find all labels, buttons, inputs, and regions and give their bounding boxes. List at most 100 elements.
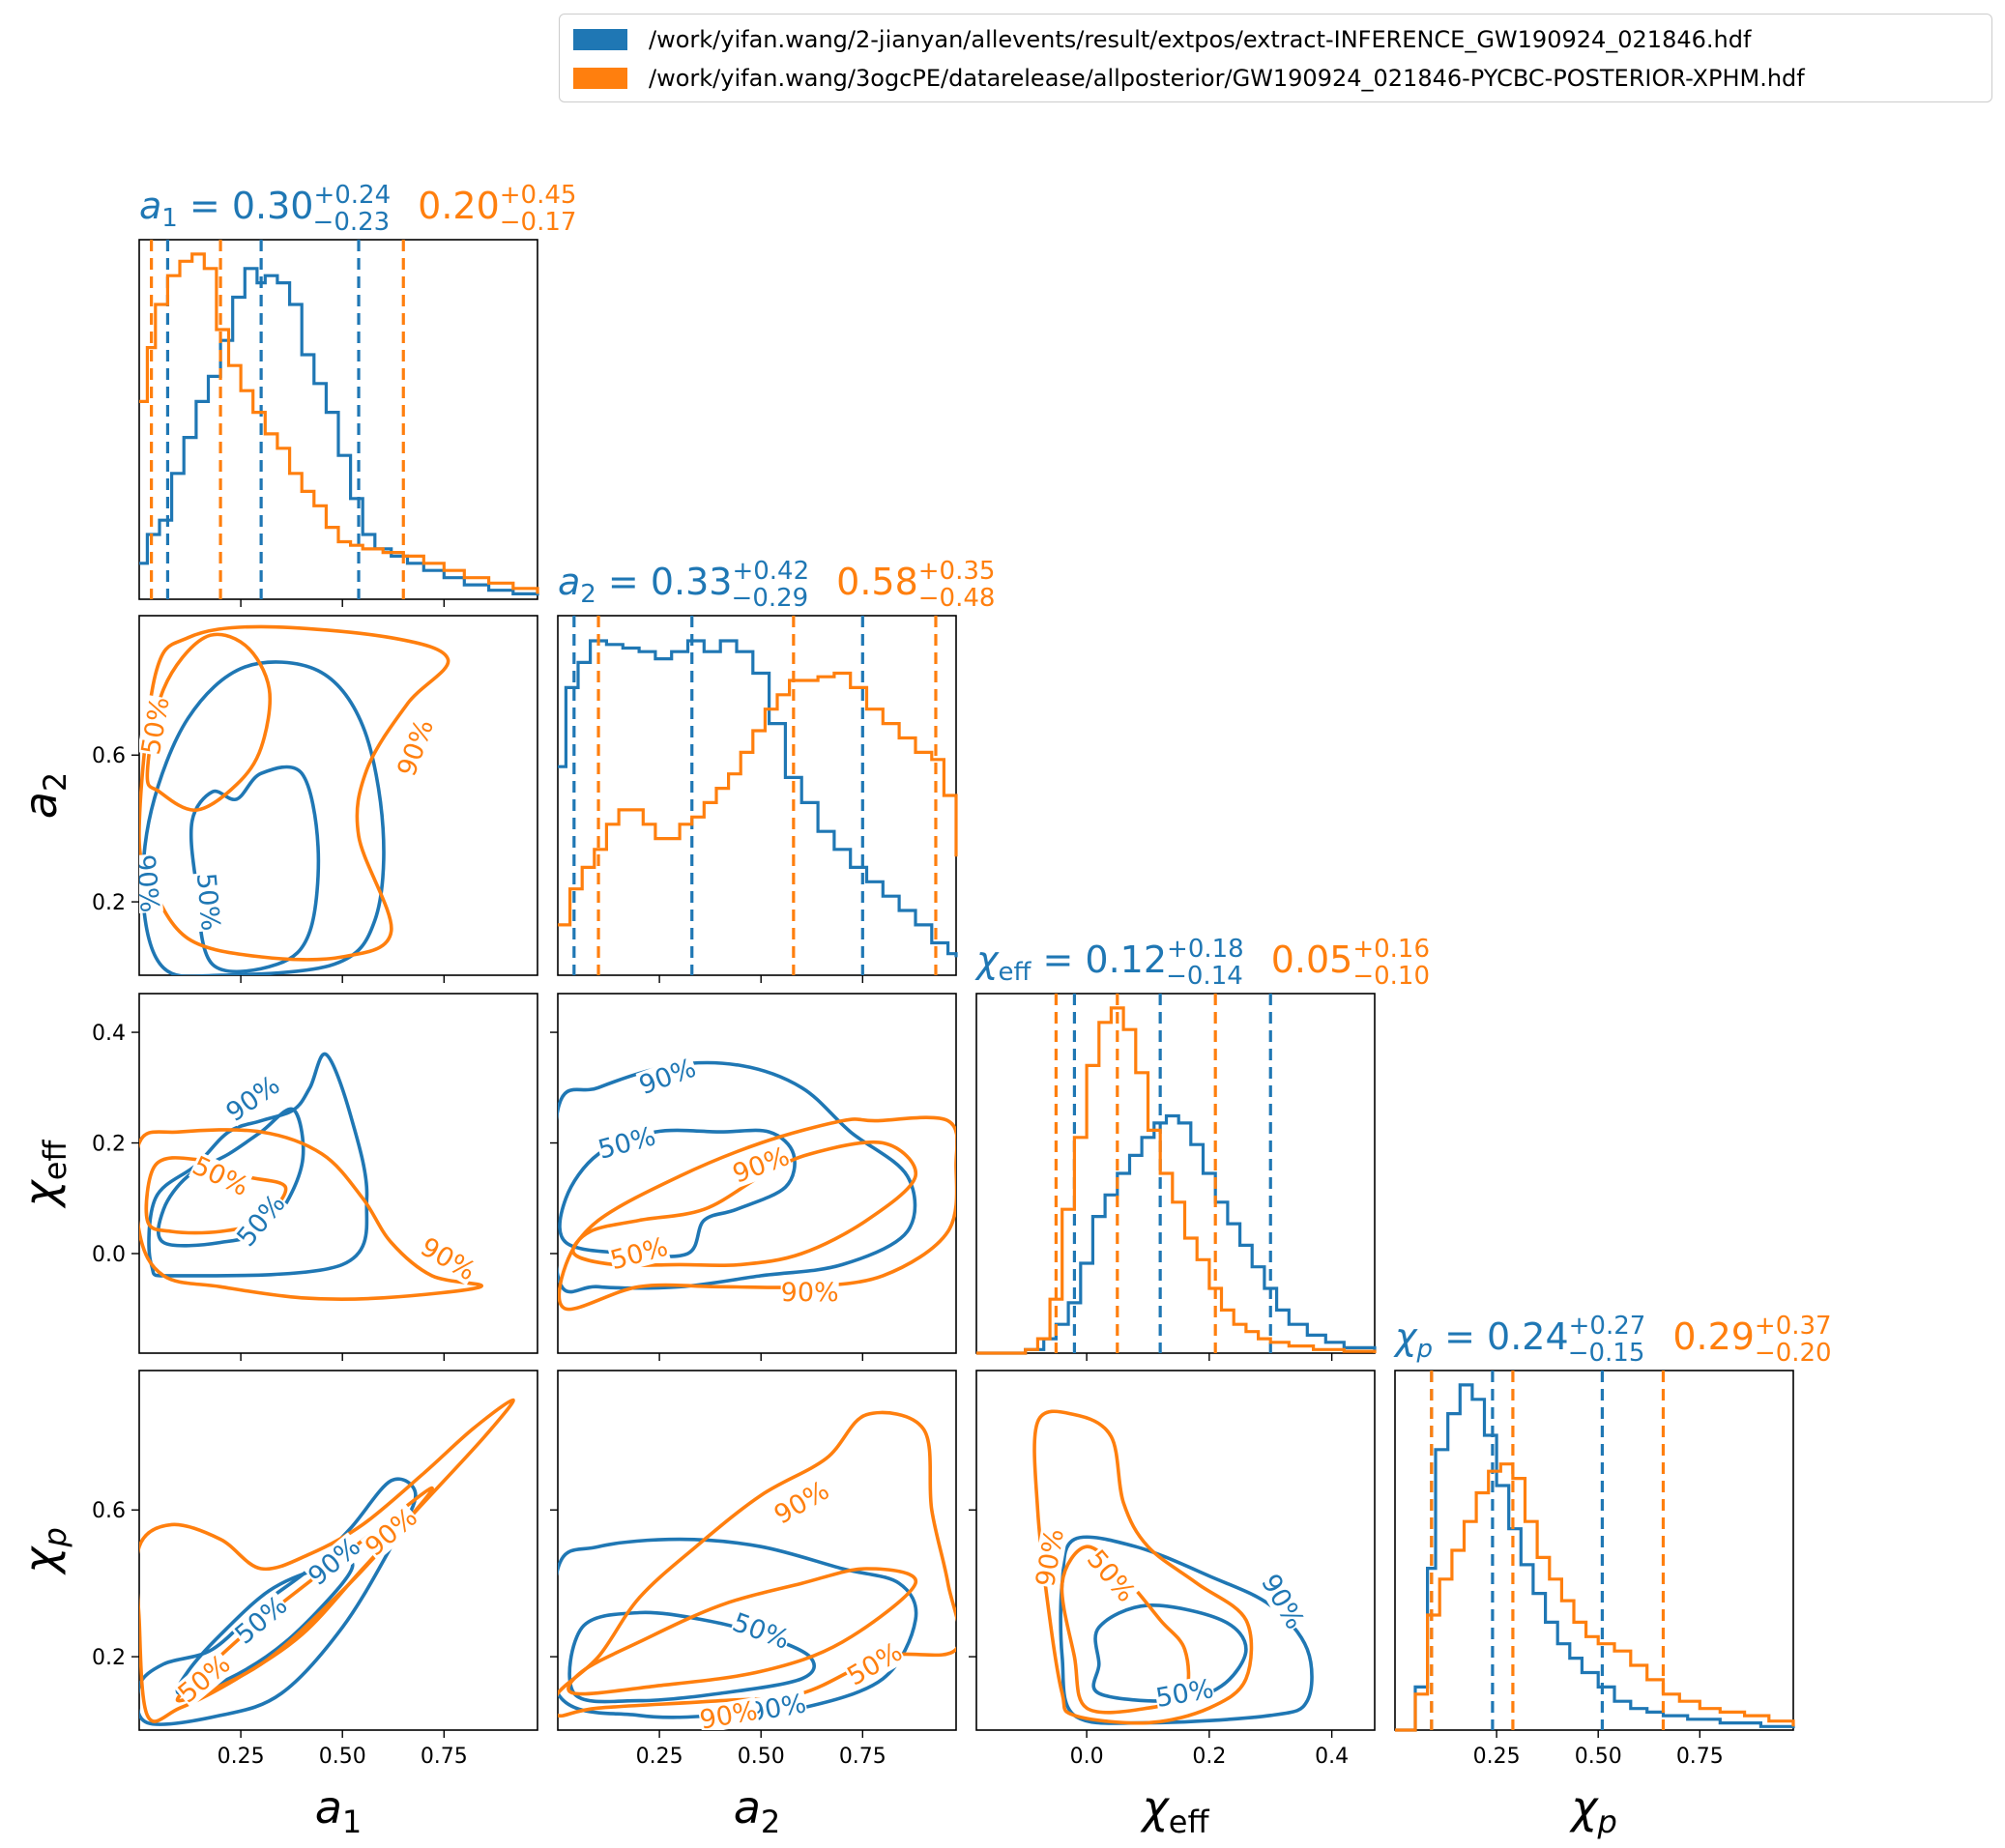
hist-step-s2-chi_eff: [976, 1006, 1377, 1355]
contour-label-bg: [1082, 1545, 1141, 1607]
x-tick-label: 0.0: [1070, 1745, 1104, 1769]
contour-c50-s1: [189, 765, 321, 973]
contour-label-bg: [232, 1189, 291, 1252]
x-tick-label: 0.25: [1473, 1745, 1521, 1769]
contour-level-label: 50%: [1081, 1545, 1141, 1608]
hist-step-s1-a2: [558, 639, 958, 958]
x-axis-label-a1: a1: [315, 1781, 363, 1840]
contour-c90-s2: [139, 1128, 483, 1302]
legend-label-1: /work/yifan.wang/2-jianyan/allevents/res…: [649, 26, 1752, 53]
contour-axes-a2-chi_p: [557, 1370, 957, 1731]
contour-label-bg: [221, 1071, 285, 1127]
contour-label-bg: [746, 1689, 808, 1727]
contour-level-label: 90%: [781, 1278, 839, 1308]
contour-label-bg: [770, 1476, 834, 1529]
x-axis-label-chi_eff: χeff: [1140, 1781, 1210, 1840]
contour-group-chi_eff-chi_p: 90% 50% 90%50%: [1031, 1409, 1314, 1725]
contour-label-bg: [1032, 1526, 1069, 1589]
contour-level-label: 90%: [392, 715, 441, 780]
x-tick-label: 0.25: [636, 1745, 683, 1769]
contour-label-bg: [1153, 1675, 1216, 1713]
x-tick-label: 0.4: [1315, 1745, 1349, 1769]
contour-c90-s2: [1032, 1409, 1254, 1725]
contour-label-bg: [139, 694, 174, 757]
hist-title-minus-s2: −0.48: [918, 584, 996, 613]
contour-c50-s1: [558, 1128, 797, 1258]
x-tick-label: 0.75: [421, 1745, 468, 1769]
contour-level-label: 90%: [729, 1141, 794, 1190]
x-tick-label: 0.2: [1192, 1745, 1226, 1769]
legend-entry-2: /work/yifan.wang/3ogcPE/datarelease/allp…: [573, 61, 1805, 96]
contour-c50-s2: [571, 1140, 917, 1268]
hist-axes-a1: [138, 239, 538, 600]
y-tick-label: 0.6: [92, 744, 126, 768]
y-axis-label-chi_eff: χeff: [15, 1140, 73, 1210]
contour-label-bg: [416, 1232, 480, 1285]
contour-group-a1-a2: 50% 90% 90% 50%: [130, 624, 450, 975]
hist-title-minus-s1: −0.29: [732, 584, 809, 613]
contour-level-label: 90%: [635, 1053, 700, 1101]
hist-title-chi_eff: χeff = 0.12+0.18: [974, 935, 1244, 987]
hist-title-plus-s2: +0.37: [1755, 1312, 1832, 1341]
legend-swatch-1: [573, 29, 627, 50]
y-tick-label: 0.2: [92, 1646, 126, 1670]
contour-label-bg: [173, 1649, 236, 1708]
contour-label-bg: [729, 1141, 794, 1188]
hist-title-s2-chi_eff: 0.05: [1271, 938, 1353, 981]
legend-entry-1: /work/yifan.wang/2-jianyan/allevents/res…: [573, 22, 1751, 57]
contour-c50-s1: [567, 1610, 816, 1704]
x-axis-label-chi_p: χp: [1568, 1781, 1617, 1840]
hist-title-plus-s2: +0.35: [918, 557, 996, 586]
x-tick-label: 0.75: [839, 1745, 886, 1769]
hist-title-minus-s2: −0.17: [500, 208, 577, 237]
hist-title-plus-s2: +0.45: [500, 181, 577, 210]
hist-title-s2-a2: 0.58: [836, 561, 918, 603]
contour-label-bg: [842, 1637, 907, 1690]
contour-label-bg: [595, 1122, 659, 1164]
hist-step-s1-chi_eff: [976, 1113, 1377, 1355]
contour-label-bg: [191, 871, 225, 933]
y-tick-label: 0.4: [92, 1022, 126, 1046]
contour-label-bg: [1256, 1570, 1310, 1634]
hist-title-minus-s2: −0.10: [1352, 962, 1430, 991]
contour-level-label: 50%: [596, 1121, 659, 1165]
contour-label-bg: [635, 1054, 700, 1100]
contour-label-bg: [729, 1608, 794, 1654]
contour-axes-a1-chi_eff: [138, 993, 538, 1354]
hist-title-a2: a2 = 0.33+0.42: [558, 557, 809, 609]
y-tick-label: 0.0: [92, 1243, 126, 1267]
y-axis-label-chi_p: χp: [15, 1527, 73, 1576]
contour-c90-s2: [558, 1115, 956, 1312]
contour-level-label: 50%: [136, 695, 176, 757]
contour-label-bg: [303, 1532, 365, 1591]
contour-group-a1-chi_p: 50%50%90%90%: [139, 1398, 515, 1726]
legend-swatch-2: [573, 68, 627, 89]
x-tick-label: 0.75: [1676, 1745, 1724, 1769]
hist-step-s2-chi_p: [1395, 1462, 1795, 1732]
contour-group-a1-chi_eff: 90%50%50%90%: [139, 1052, 483, 1302]
contour-level-label: 90%: [130, 853, 164, 913]
contour-c90-s2: [558, 1410, 956, 1718]
contour-label-bg: [780, 1279, 839, 1307]
hist-axes-chi_p: [1394, 1370, 1794, 1731]
x-axis-label-a2: a2: [734, 1781, 781, 1840]
y-tick-label: 0.2: [92, 891, 126, 915]
contour-label-bg: [697, 1696, 760, 1730]
contour-level-label: 50%: [729, 1607, 794, 1656]
hist-title-minus-s1: −0.15: [1568, 1339, 1645, 1368]
x-tick-label: 0.25: [218, 1745, 265, 1769]
y-tick-label: 0.6: [92, 1499, 126, 1523]
hist-title-a1: a1 = 0.30+0.24: [139, 181, 391, 233]
contour-group-a2-chi_p: 90%50%50%90%90%: [558, 1410, 956, 1730]
contour-c90-s1: [140, 660, 386, 975]
contour-level-label: 50%: [607, 1232, 671, 1276]
contour-label-bg: [607, 1232, 671, 1275]
contour-c50-s2: [145, 632, 272, 813]
contour-label-bg: [360, 1503, 422, 1562]
contour-group-a2-chi_eff: 90% 50% 90% 50% 90%: [558, 1053, 956, 1312]
hist-step-s1-chi_p: [1395, 1383, 1795, 1732]
hist-title-plus-s2: +0.16: [1352, 935, 1430, 964]
hist-axes-a2: [557, 615, 957, 976]
contour-c50-s2: [144, 1156, 288, 1235]
